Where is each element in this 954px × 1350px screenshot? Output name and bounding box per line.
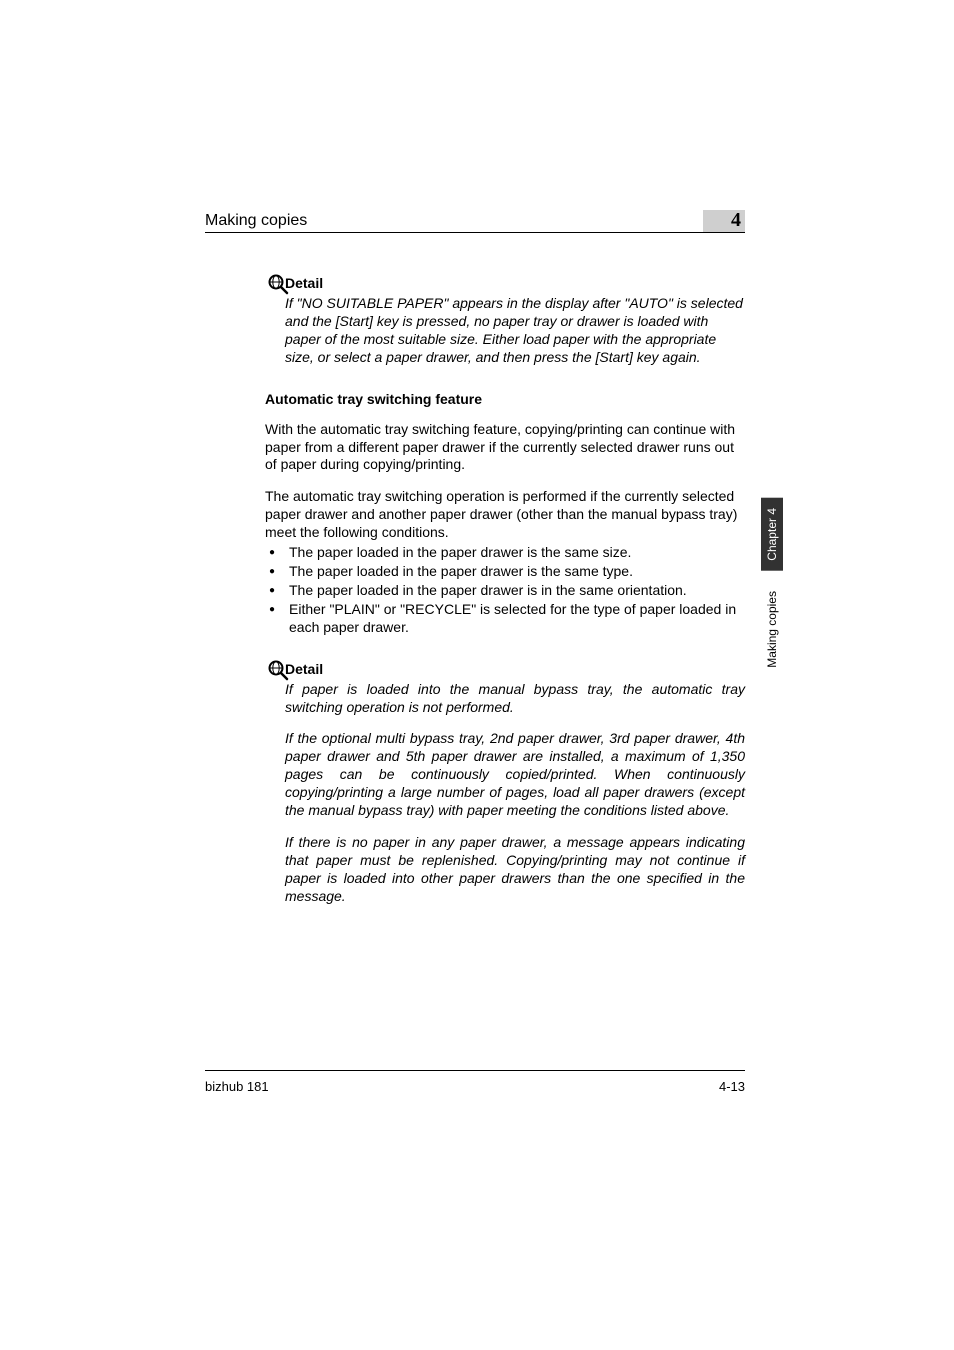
magnifier-icon — [267, 659, 289, 686]
section-heading: Automatic tray switching feature — [265, 391, 745, 407]
detail-block-2: Detail If paper is loaded into the manua… — [205, 661, 745, 906]
detail-text-1: If "NO SUITABLE PAPER" appears in the di… — [285, 295, 745, 367]
detail2-p1: If paper is loaded into the manual bypas… — [285, 681, 745, 717]
side-tab-chapter: Chapter 4 — [761, 498, 783, 571]
footer-left: bizhub 181 — [205, 1079, 269, 1094]
section-para-2: The automatic tray switching operation i… — [265, 488, 745, 542]
side-tab-section: Making copies — [761, 585, 783, 674]
page-content: Making copies 4 Detail If "NO SUITABLE P… — [205, 210, 745, 930]
detail-heading-1: Detail — [285, 275, 745, 291]
list-item: The paper loaded in the paper drawer is … — [265, 563, 745, 581]
section-para-1: With the automatic tray switching featur… — [265, 421, 745, 475]
detail-heading-2: Detail — [285, 661, 745, 677]
bullet-text: The paper loaded in the paper drawer is … — [289, 544, 631, 560]
side-tabs: Chapter 4 Making copies — [761, 498, 785, 673]
list-item: The paper loaded in the paper drawer is … — [265, 582, 745, 600]
detail-block-1: Detail If "NO SUITABLE PAPER" appears in… — [205, 275, 745, 367]
chapter-number-box: 4 — [703, 210, 745, 232]
page-footer: bizhub 181 4-13 — [205, 1070, 745, 1094]
page-header: Making copies 4 — [205, 210, 745, 233]
bullet-text: The paper loaded in the paper drawer is … — [289, 563, 633, 579]
list-item: Either "PLAIN" or "RECYCLE" is selected … — [265, 601, 745, 637]
detail2-p3: If there is no paper in any paper drawer… — [285, 834, 745, 906]
bullet-text: Either "PLAIN" or "RECYCLE" is selected … — [289, 601, 736, 635]
header-title: Making copies — [205, 212, 307, 230]
footer-right: 4-13 — [719, 1079, 745, 1094]
bullet-list: The paper loaded in the paper drawer is … — [265, 544, 745, 637]
magnifier-icon — [267, 273, 289, 300]
detail2-p2: If the optional multi bypass tray, 2nd p… — [285, 730, 745, 820]
section-block: Automatic tray switching feature With th… — [205, 391, 745, 637]
chapter-number: 4 — [731, 209, 741, 232]
list-item: The paper loaded in the paper drawer is … — [265, 544, 745, 562]
bullet-text: The paper loaded in the paper drawer is … — [289, 582, 687, 598]
